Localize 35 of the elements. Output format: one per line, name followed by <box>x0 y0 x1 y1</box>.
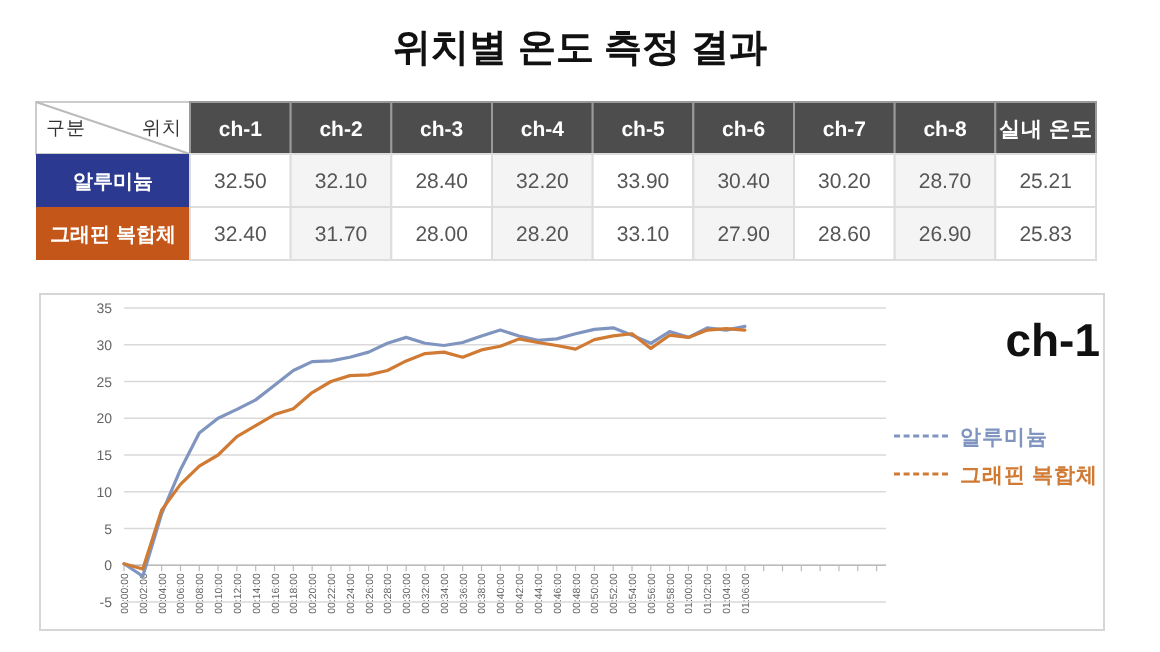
category-label: 실내 온도 <box>998 118 1093 142</box>
legend-label: 알루미늄 <box>960 426 1048 450</box>
text: 25.21 <box>1019 170 1072 194</box>
category-label: ch-1 <box>218 118 263 142</box>
text: 27.90 <box>717 223 770 247</box>
text: 30.40 <box>717 170 770 194</box>
text: 32.20 <box>516 170 569 194</box>
text: 30.20 <box>818 170 871 194</box>
text: 28.70 <box>918 170 972 194</box>
text: 위치별 온도 측정 결과 <box>393 28 767 70</box>
text: ch-1 <box>1005 314 1101 366</box>
legend-label: 그래핀 복합체 <box>960 464 1098 488</box>
text: 25.83 <box>1019 223 1072 247</box>
text: 31.70 <box>314 223 368 247</box>
text: 28.00 <box>415 223 468 247</box>
category-label: ch-5 <box>621 118 665 142</box>
category-label: ch-8 <box>923 118 967 142</box>
text: 위치 <box>142 118 182 140</box>
category-label: ch-2 <box>319 118 363 142</box>
text: 구분 <box>46 118 86 140</box>
text: 28.20 <box>516 223 569 247</box>
text: 33.10 <box>616 223 670 247</box>
text: 32.40 <box>214 223 267 247</box>
text: 32.10 <box>314 170 368 194</box>
category-label: ch-6 <box>722 118 766 142</box>
text: 26.90 <box>918 223 972 247</box>
text: 28.40 <box>415 170 468 194</box>
category-label: 알루미늄 <box>73 172 153 194</box>
text: 32.50 <box>214 170 267 194</box>
category-label: ch-7 <box>822 118 867 142</box>
category-label: 그래핀 복합체 <box>50 225 176 247</box>
category-label: ch-3 <box>420 118 464 142</box>
category-label: ch-4 <box>520 118 565 142</box>
text: 33.90 <box>616 170 670 194</box>
text: 28.60 <box>818 223 871 247</box>
